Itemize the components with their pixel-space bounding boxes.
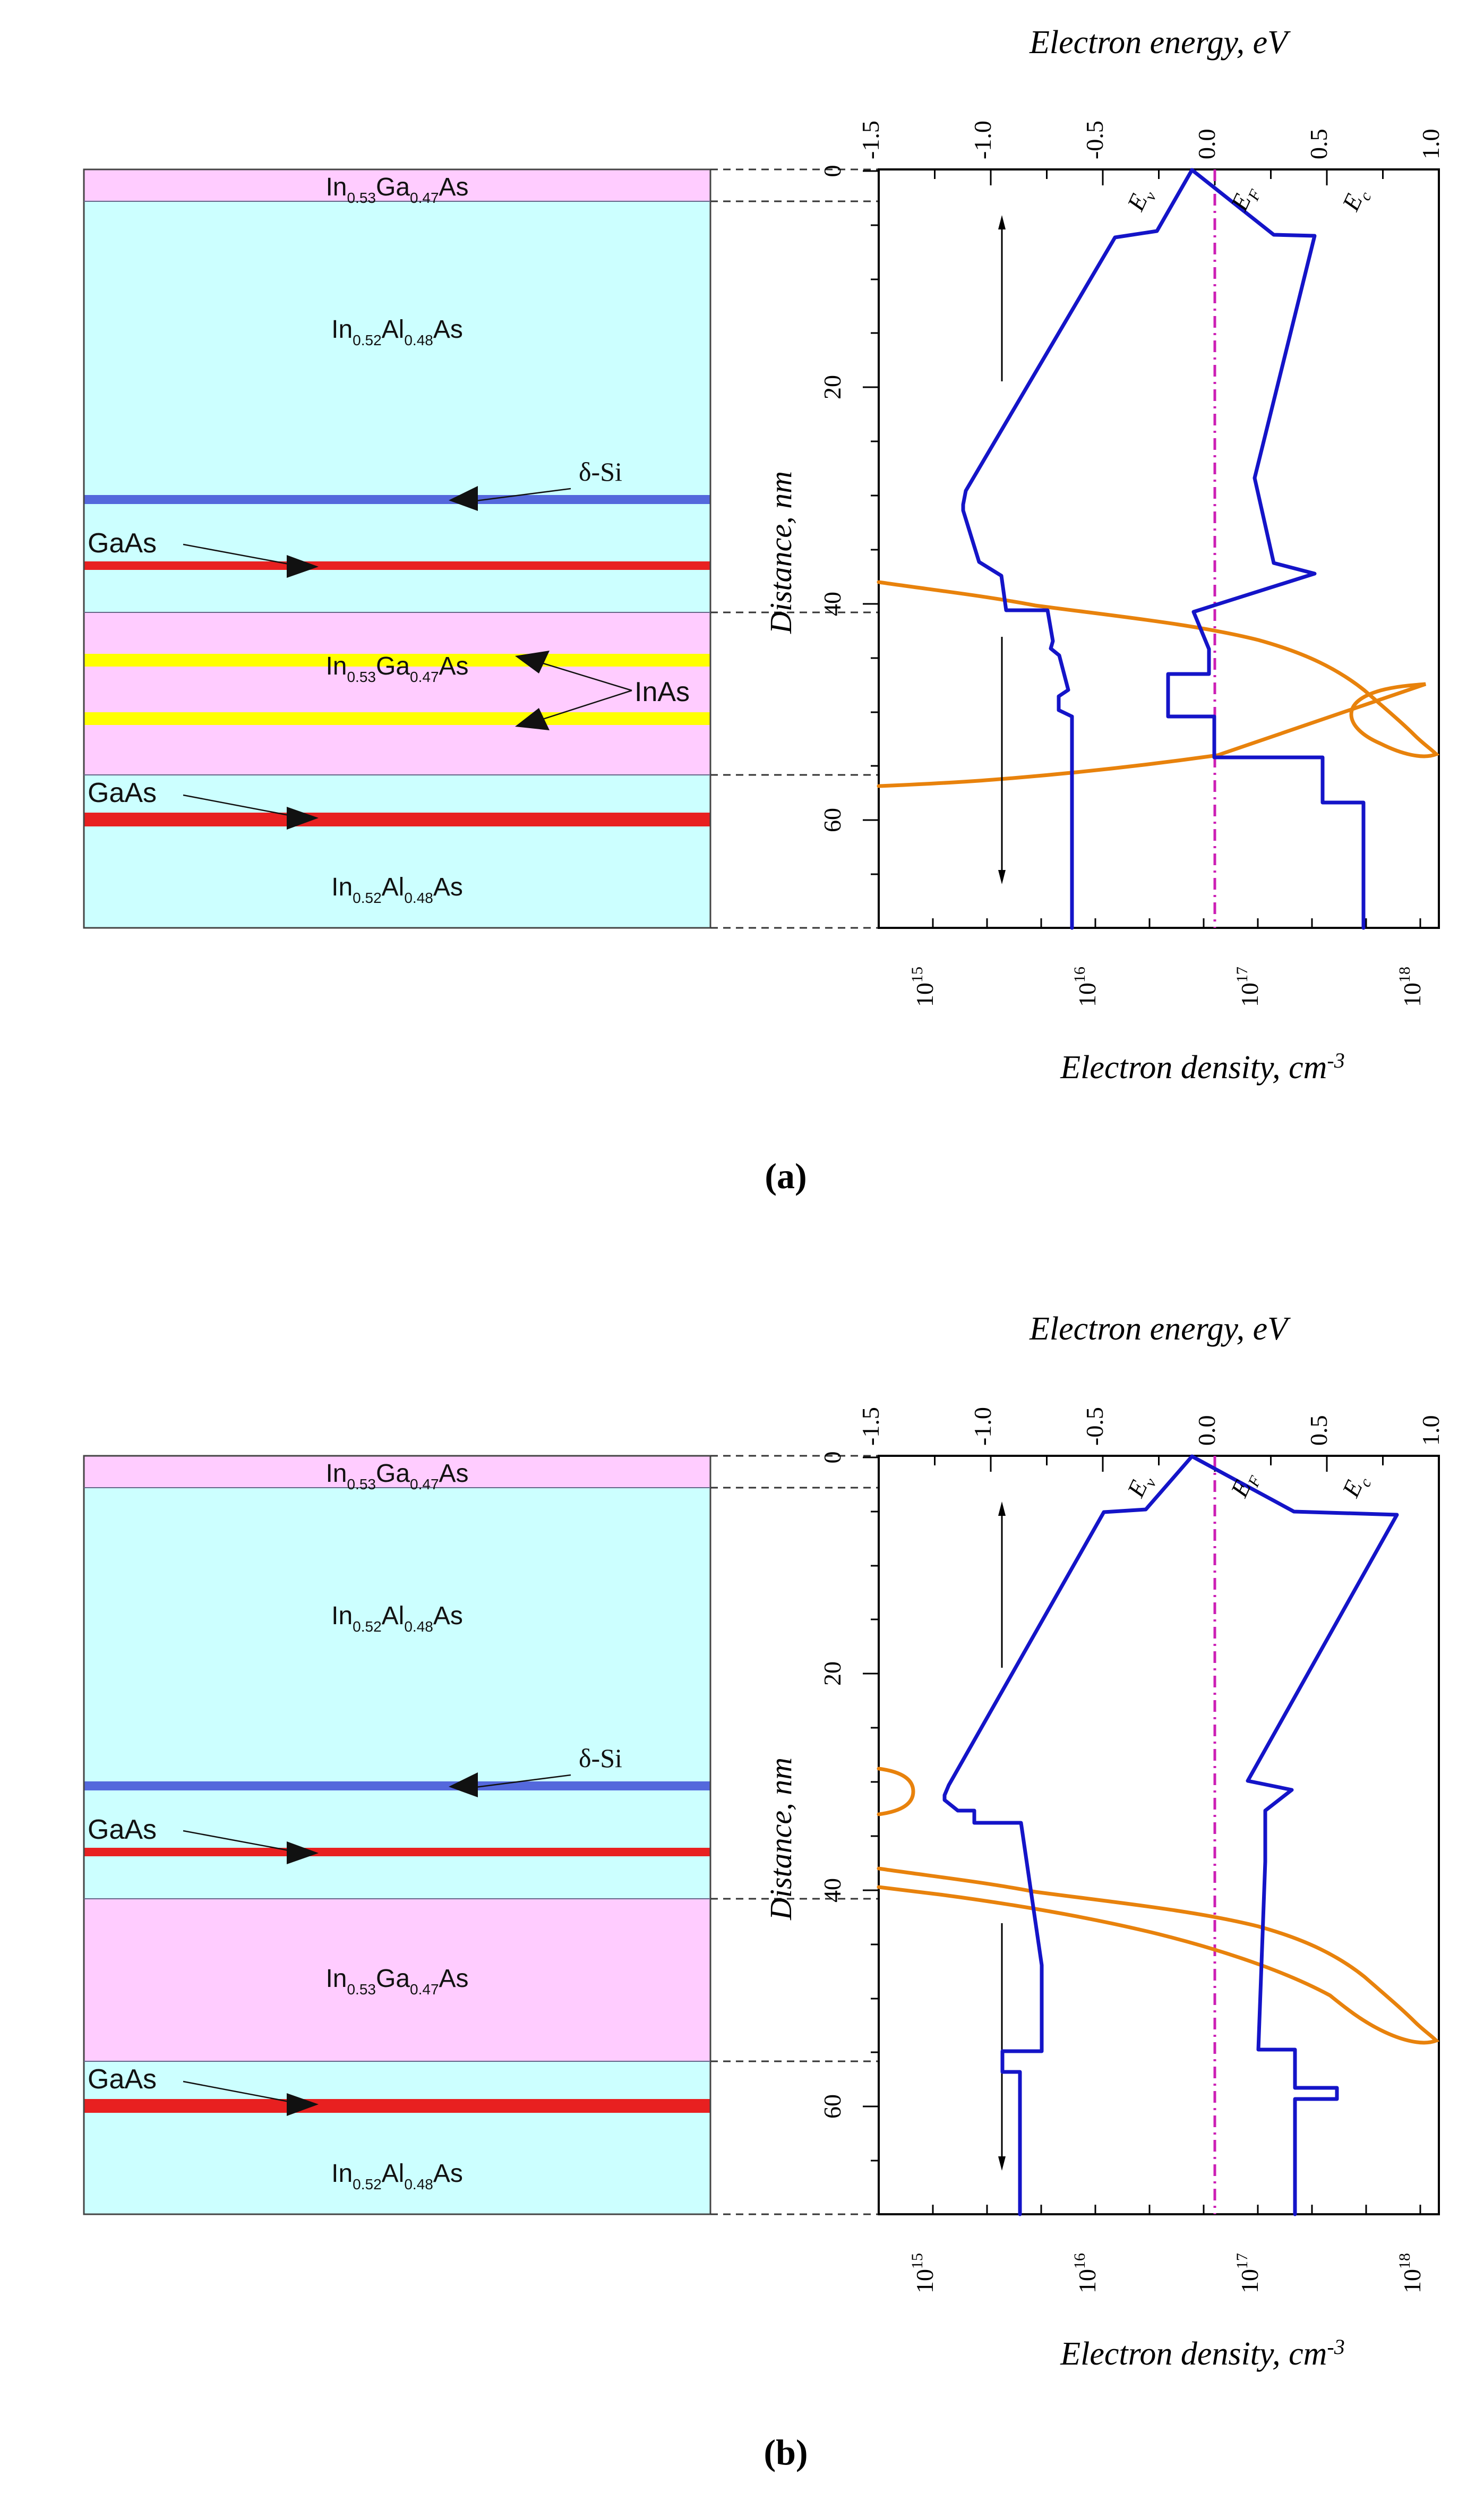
svg-text:-0.5: -0.5: [1081, 121, 1108, 159]
svg-text:EF: EF: [1225, 181, 1265, 217]
svg-text:In0.52Al0.48As: In0.52Al0.48As: [331, 1602, 463, 1635]
svg-text:Electron density, cm-3: Electron density, cm-3: [1060, 1048, 1345, 1086]
svg-text:1.0: 1.0: [1417, 129, 1444, 160]
svg-text:Ec: Ec: [1336, 1470, 1375, 1504]
svg-text:40: 40: [819, 592, 846, 616]
svg-text:InAs: InAs: [634, 677, 690, 707]
svg-text:60: 60: [819, 808, 846, 832]
svg-text:In0.52Al0.48As: In0.52Al0.48As: [331, 873, 463, 906]
svg-text:1016: 1016: [1071, 967, 1101, 1007]
svg-text:0: 0: [819, 165, 846, 177]
svg-text:60: 60: [819, 2094, 846, 2119]
svg-text:EF: EF: [1225, 1467, 1265, 1504]
svg-text:1.0: 1.0: [1417, 1415, 1444, 1446]
svg-text:1017: 1017: [1233, 2253, 1263, 2293]
svg-text:GaAs: GaAs: [88, 2064, 157, 2095]
svg-text:In0.52Al0.48As: In0.52Al0.48As: [331, 2160, 463, 2192]
svg-text:-0.5: -0.5: [1081, 1407, 1108, 1446]
svg-text:0.0: 0.0: [1193, 1415, 1220, 1446]
svg-text:Distance, nm: Distance, nm: [764, 1757, 798, 1921]
svg-text:0.0: 0.0: [1193, 129, 1220, 160]
svg-text:-1.0: -1.0: [969, 121, 996, 159]
svg-text:-1.5: -1.5: [857, 1407, 884, 1446]
svg-text:GaAs: GaAs: [88, 1814, 157, 1845]
svg-text:Ec: Ec: [1336, 183, 1375, 217]
svg-text:1015: 1015: [908, 2253, 938, 2293]
svg-text:1015: 1015: [908, 967, 938, 1007]
svg-text:Electron energy, eV: Electron energy, eV: [1029, 24, 1291, 61]
svg-text:Electron energy, eV: Electron energy, eV: [1029, 1311, 1291, 1347]
svg-text:0.5: 0.5: [1305, 1415, 1332, 1446]
svg-text:40: 40: [819, 1878, 846, 1902]
svg-text:In0.52Al0.48As: In0.52Al0.48As: [331, 315, 463, 348]
svg-text:δ-Si: δ-Si: [579, 457, 622, 487]
svg-text:1018: 1018: [1396, 2253, 1426, 2293]
svg-text:1018: 1018: [1396, 967, 1426, 1007]
svg-text:20: 20: [819, 375, 846, 399]
svg-text:δ-Si: δ-Si: [579, 1743, 622, 1773]
svg-text:20: 20: [819, 1661, 846, 1686]
svg-text:-1.0: -1.0: [969, 1407, 996, 1446]
svg-text:1017: 1017: [1233, 967, 1263, 1007]
svg-text:1016: 1016: [1071, 2253, 1101, 2293]
svg-text:GaAs: GaAs: [88, 778, 157, 808]
svg-text:-1.5: -1.5: [857, 121, 884, 159]
svg-text:0.5: 0.5: [1305, 129, 1332, 160]
svg-text:GaAs: GaAs: [88, 528, 157, 559]
svg-text:Electron density, cm-3: Electron density, cm-3: [1060, 2335, 1345, 2372]
svg-text:Ev: Ev: [1121, 183, 1160, 217]
svg-text:0: 0: [819, 1452, 846, 1464]
svg-text:Distance, nm: Distance, nm: [764, 471, 798, 634]
